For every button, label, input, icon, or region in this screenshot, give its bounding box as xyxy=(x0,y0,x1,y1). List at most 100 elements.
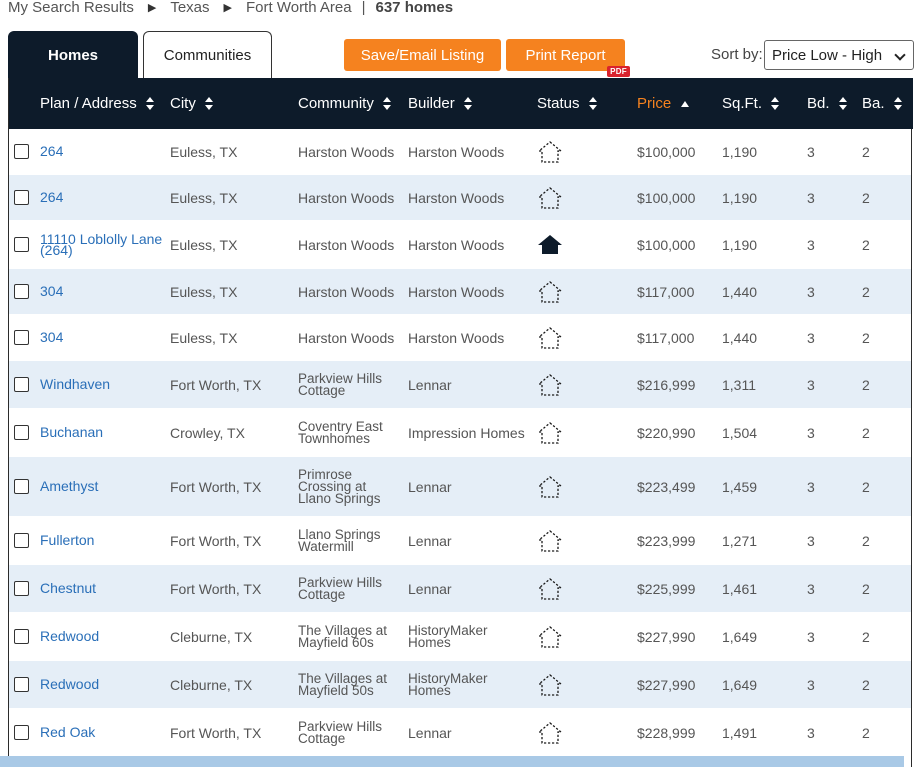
plan-address-link-line[interactable]: (264) xyxy=(40,241,73,258)
table-row[interactable]: Amethyst Fort Worth, TX Primrose Crossing a… xyxy=(9,457,911,517)
table-row[interactable]: 264 Euless, TX Harston Woods Harston Woods $… xyxy=(9,175,911,221)
sort-select[interactable]: Price Low - High xyxy=(764,40,914,70)
column-header-community[interactable]: Community xyxy=(298,78,391,129)
column-header-sqft[interactable]: Sq.Ft. xyxy=(722,78,780,129)
column-header-plan[interactable]: Plan / Address xyxy=(40,78,154,129)
plan-address-link[interactable]: Fullerton xyxy=(40,517,165,564)
row-checkbox[interactable] xyxy=(14,237,29,252)
column-header-ba-label: Ba. xyxy=(862,95,885,112)
row-checkbox[interactable] xyxy=(14,629,29,644)
plan-address-link[interactable]: 304 xyxy=(40,315,165,360)
row-checkbox[interactable] xyxy=(14,425,29,440)
house-outline-icon[interactable] xyxy=(537,140,563,164)
house-outline-icon[interactable] xyxy=(537,577,563,601)
house-outline-icon[interactable] xyxy=(537,280,563,304)
plan-address-link[interactable]: Red Oak xyxy=(40,709,165,756)
row-checkbox[interactable] xyxy=(14,581,29,596)
status-cell xyxy=(537,517,563,564)
plan-address-link[interactable]: 264 xyxy=(40,129,165,174)
table-row[interactable]: Redwood Cleburne, TX The Villages at Mayfie… xyxy=(9,613,911,661)
builder-cell-line: Harston Woods xyxy=(408,329,505,346)
house-outline-icon[interactable] xyxy=(537,475,563,499)
plan-address-link[interactable]: Buchanan xyxy=(40,409,165,456)
house-outline-icon[interactable] xyxy=(537,186,563,210)
house-outline-icon[interactable] xyxy=(537,721,563,745)
plan-address-link-line[interactable]: Amethyst xyxy=(40,478,99,494)
plan-address-link-line[interactable]: Chestnut xyxy=(40,580,97,596)
plan-address-link-line[interactable]: Windhaven xyxy=(40,376,111,392)
sort-arrows-icon xyxy=(838,97,847,110)
table-row[interactable]: Buchanan Crowley, TX Coventry East Townhome… xyxy=(9,409,911,457)
plan-address-link[interactable]: 304 xyxy=(40,269,165,314)
house-outline-icon[interactable] xyxy=(537,625,563,649)
plan-address-link-line[interactable]: 304 xyxy=(40,283,64,299)
row-checkbox[interactable] xyxy=(14,677,29,692)
tab-communities[interactable]: Communities xyxy=(143,31,272,78)
plan-address-link[interactable]: Amethyst xyxy=(40,457,165,516)
table-row[interactable]: Red Oak Fort Worth, TX Parkview Hills Cotta… xyxy=(9,709,911,757)
row-checkbox[interactable] xyxy=(14,725,29,740)
row-checkbox[interactable] xyxy=(14,144,29,159)
breadcrumb-texas[interactable]: Texas xyxy=(170,0,210,16)
row-checkbox[interactable] xyxy=(14,284,29,299)
price-cell: $223,999 xyxy=(637,532,696,549)
price-cell: $227,990 xyxy=(637,676,696,693)
column-header-city[interactable]: City xyxy=(170,78,213,129)
row-checkbox[interactable] xyxy=(14,533,29,548)
plan-address-link-line[interactable]: Red Oak xyxy=(40,724,96,740)
chevron-down-icon xyxy=(894,49,906,61)
city-cell: Cleburne, TX xyxy=(170,676,253,693)
table-row[interactable]: 304 Euless, TX Harston Woods Harston Woods $… xyxy=(9,315,911,361)
house-outline-icon[interactable] xyxy=(537,529,563,553)
plan-address-link-line[interactable]: Buchanan xyxy=(40,424,104,440)
house-solid-icon[interactable] xyxy=(537,233,563,257)
plan-address-link[interactable]: Chestnut xyxy=(40,565,165,612)
breadcrumb-my-search-results[interactable]: My Search Results xyxy=(8,0,134,16)
column-header-ba[interactable]: Ba. xyxy=(862,78,902,129)
plan-address-link-line[interactable]: 11110 Loblolly Lane xyxy=(40,230,163,247)
table-row[interactable]: Redwood Cleburne, TX The Villages at Mayfie… xyxy=(9,661,911,709)
table-row[interactable]: Fullerton Fort Worth, TX Llano Springs Wate… xyxy=(9,517,911,565)
row-checkbox[interactable] xyxy=(14,190,29,205)
plan-address-link[interactable]: Redwood xyxy=(40,661,165,708)
plan-address-link[interactable]: Redwood xyxy=(40,613,165,660)
plan-address-link[interactable]: 11110 Loblolly Lane (264) xyxy=(40,221,165,268)
house-outline-icon[interactable] xyxy=(537,421,563,445)
city-cell: Euless, TX xyxy=(170,329,238,346)
table-row[interactable]: Chestnut Fort Worth, TX Parkview Hills Cott… xyxy=(9,565,911,613)
plan-address-link-line[interactable]: Redwood xyxy=(40,676,100,692)
plan-address-link[interactable]: 264 xyxy=(40,175,165,220)
bedrooms-cell: 3 xyxy=(807,478,815,495)
status-cell xyxy=(537,175,563,220)
row-checkbox[interactable] xyxy=(14,377,29,392)
sqft-cell: 1,190 xyxy=(722,189,758,206)
plan-address-link-line[interactable]: Redwood xyxy=(40,628,100,644)
breadcrumb-fort-worth-area[interactable]: Fort Worth Area xyxy=(246,0,352,16)
plan-address-link-line[interactable]: 264 xyxy=(40,189,64,205)
column-header-price[interactable]: Price xyxy=(637,78,690,129)
column-header-status[interactable]: Status xyxy=(537,78,597,129)
plan-address-link-line[interactable]: Fullerton xyxy=(40,532,95,548)
table-row[interactable]: 11110 Loblolly Lane (264) Euless, TX Harsto… xyxy=(9,221,911,269)
plan-address-link-line[interactable]: 264 xyxy=(40,143,64,159)
house-outline-icon[interactable] xyxy=(537,326,563,350)
row-checkbox[interactable] xyxy=(14,479,29,494)
table-row[interactable]: 304 Euless, TX Harston Woods Harston Woods $… xyxy=(9,269,911,315)
table-row[interactable]: 264 Euless, TX Harston Woods Harston Woods $… xyxy=(9,129,911,175)
status-cell xyxy=(537,269,563,314)
community-cell: The Villages at Mayfield 50s xyxy=(298,661,403,708)
status-cell xyxy=(537,129,563,174)
table-row[interactable]: Windhaven Fort Worth, TX Parkview Hills Cot… xyxy=(9,361,911,409)
plan-address-link-line[interactable]: 304 xyxy=(40,329,64,345)
house-outline-icon[interactable] xyxy=(537,673,563,697)
column-header-builder[interactable]: Builder xyxy=(408,78,472,129)
row-checkbox[interactable] xyxy=(14,330,29,345)
print-report-button[interactable]: Print Report PDF xyxy=(506,39,630,77)
house-outline-icon[interactable] xyxy=(537,373,563,397)
column-header-community-label: Community xyxy=(298,95,374,112)
plan-address-link[interactable]: Windhaven xyxy=(40,361,165,408)
city-cell: Fort Worth, TX xyxy=(170,478,262,495)
column-header-bd[interactable]: Bd. xyxy=(807,78,847,129)
save-email-listing-button[interactable]: Save/Email Listing xyxy=(344,39,501,71)
tab-homes[interactable]: Homes xyxy=(8,31,138,79)
